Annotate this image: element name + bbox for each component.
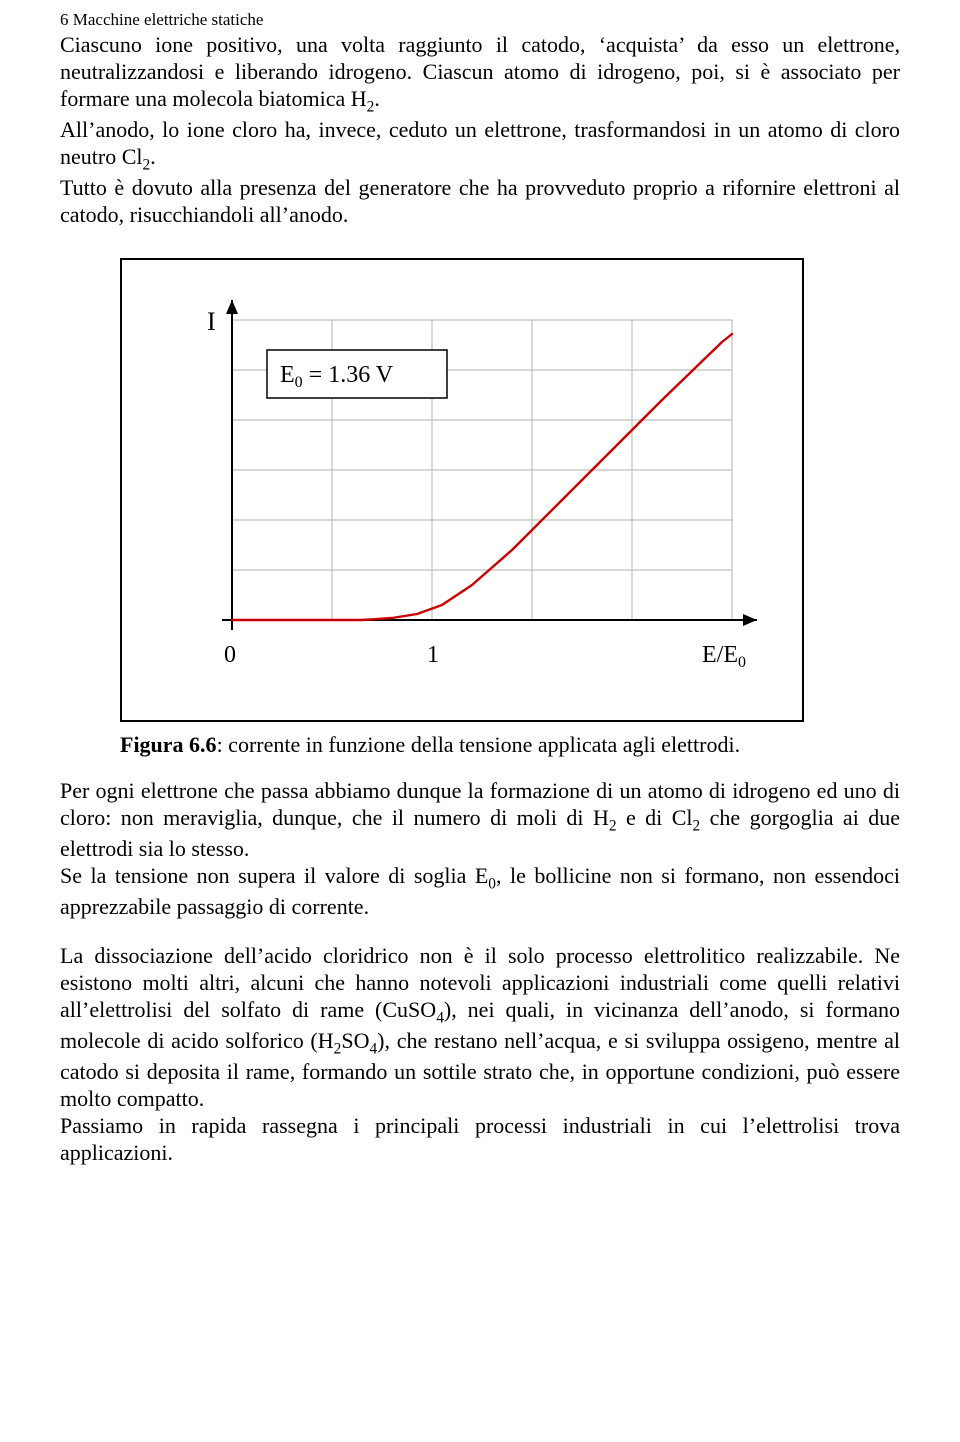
body-text-block-2: Per ogni elettrone che passa abbiamo dun… (60, 778, 900, 1166)
caption-label: Figura 6.6 (120, 732, 217, 757)
page-header: 6 Macchine elettriche statiche (60, 10, 900, 30)
figure-6-6: IE0 = 1.36 V01E/E0 (120, 258, 804, 722)
paragraph-2: All’anodo, lo ione cloro ha, invece, ced… (60, 117, 900, 175)
caption-text: : corrente in funzione della tensione ap… (217, 732, 741, 757)
svg-text:E/E0: E/E0 (702, 642, 746, 671)
svg-text:I: I (207, 307, 216, 336)
paragraph-3: Tutto è dovuto alla presenza del generat… (60, 175, 900, 229)
svg-text:0: 0 (224, 642, 236, 668)
body-text-block-1: Ciascuno ione positivo, una volta raggiu… (60, 32, 900, 228)
chart-svg: IE0 = 1.36 V01E/E0 (162, 290, 782, 690)
paragraph-6: La dissociazione dell’acido cloridrico n… (60, 943, 900, 1113)
paragraph-7: Passiamo in rapida rassegna i principali… (60, 1113, 900, 1167)
figure-caption: Figura 6.6: corrente in funzione della t… (60, 732, 900, 758)
paragraph-5: Se la tensione non supera il valore di s… (60, 863, 900, 921)
paragraph-4: Per ogni elettrone che passa abbiamo dun… (60, 778, 900, 863)
paragraph-1: Ciascuno ione positivo, una volta raggiu… (60, 32, 900, 117)
svg-text:1: 1 (427, 642, 439, 668)
